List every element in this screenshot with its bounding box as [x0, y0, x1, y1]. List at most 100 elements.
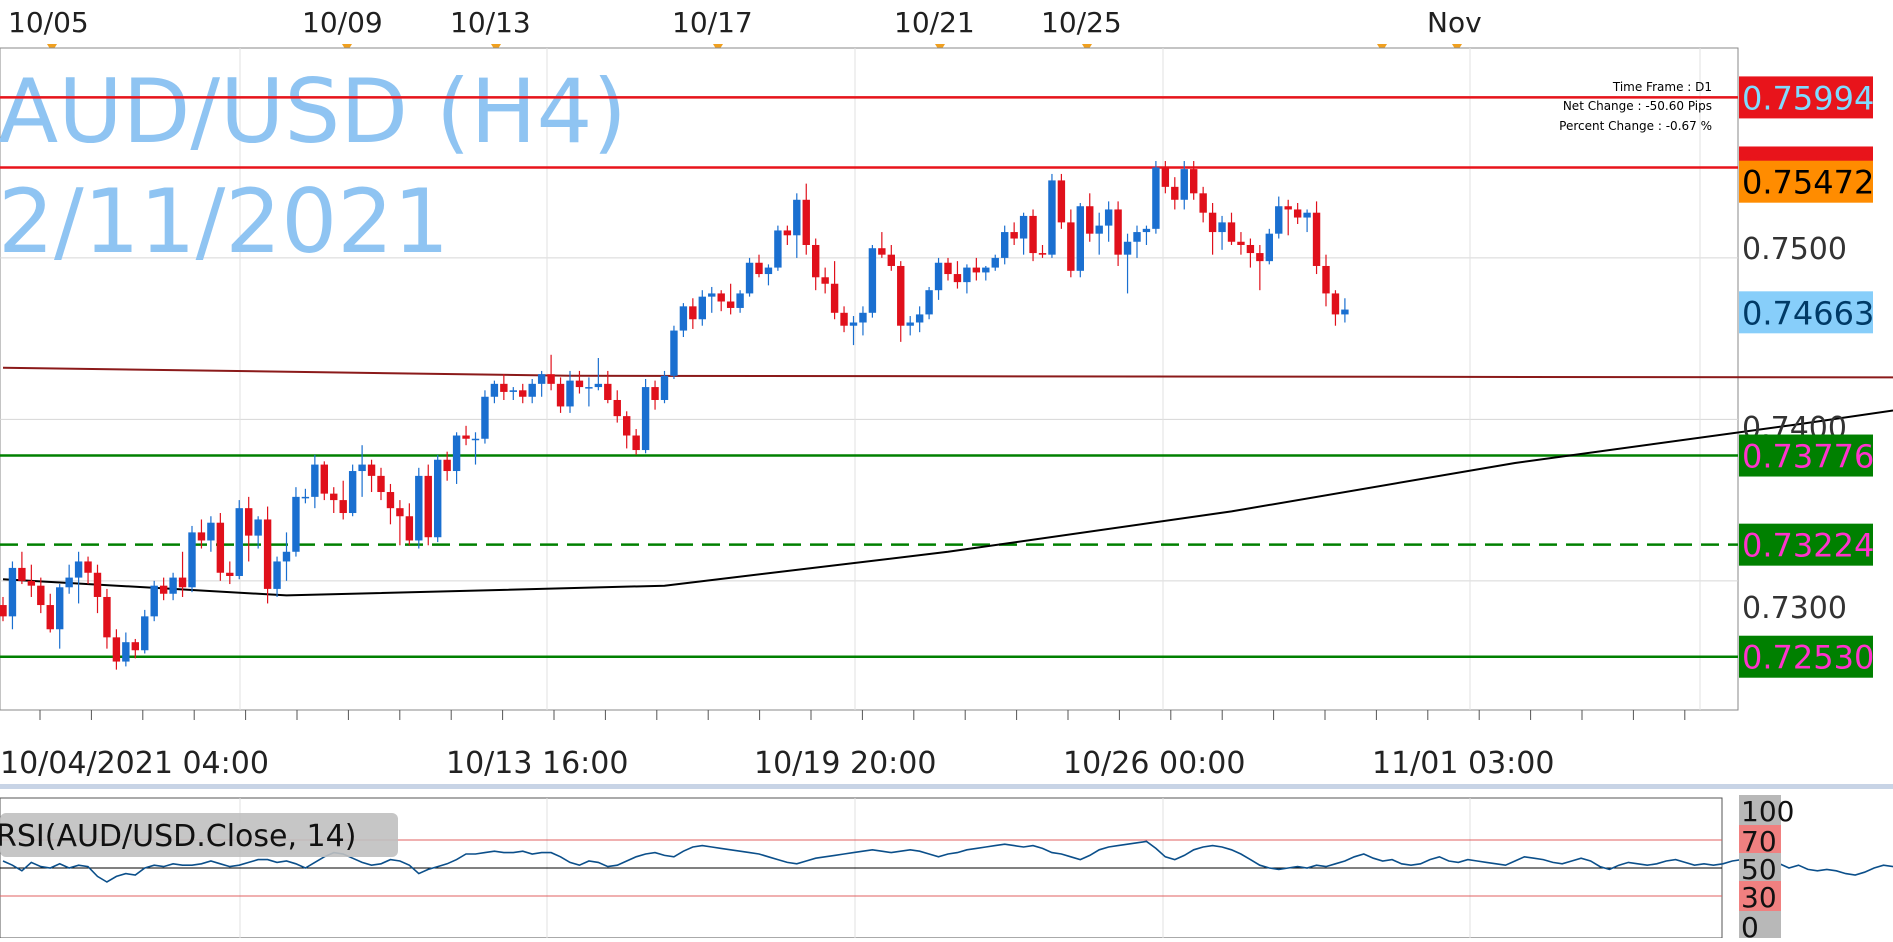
candle [462, 425, 470, 446]
price-tag-label: 0.72530 [1742, 639, 1874, 677]
price-tag-label: 0.74663 [1742, 294, 1874, 332]
candle-body [1076, 206, 1084, 271]
candle-body [396, 508, 404, 517]
candle-body [37, 585, 45, 606]
rsi-axis-tag-label: 70 [1741, 825, 1777, 858]
price-tag-bg [1739, 635, 1873, 678]
moving-averages [2, 366, 1893, 597]
candle [0, 596, 7, 622]
candle [1199, 186, 1207, 223]
candle-body [415, 475, 423, 541]
candle [348, 464, 357, 517]
top-date-label: 10/09 [302, 6, 383, 39]
candle-body [972, 267, 981, 273]
candle [878, 232, 886, 258]
candle-body [594, 383, 603, 388]
candle [1208, 203, 1217, 255]
candle-body [254, 519, 262, 536]
candle [500, 374, 508, 400]
candle [1123, 233, 1132, 294]
candle [566, 370, 574, 413]
candle [689, 298, 697, 329]
candle [405, 503, 414, 546]
candle [1180, 161, 1188, 210]
moving-average-line [2, 409, 1893, 597]
pane-splitter[interactable] [0, 784, 1893, 789]
candle [471, 432, 480, 465]
candle [122, 632, 130, 667]
candle [1237, 232, 1245, 255]
candle [556, 377, 565, 413]
candle-body [27, 580, 36, 586]
candle-body [868, 248, 877, 313]
candle [424, 464, 432, 546]
candle-body [547, 374, 555, 384]
candle [452, 432, 461, 484]
candle [698, 290, 706, 326]
candle [46, 593, 54, 633]
candle [1256, 244, 1264, 291]
candle [434, 454, 442, 543]
candle [982, 265, 990, 281]
candle-body [982, 267, 990, 273]
candle-body [906, 322, 914, 326]
candle-body [141, 616, 149, 651]
candle [604, 370, 612, 404]
candle [934, 257, 943, 300]
rsi-label-box [0, 813, 398, 857]
candle-body [717, 293, 725, 302]
candle-body [311, 464, 319, 497]
candle-body [434, 459, 442, 538]
candle [1057, 173, 1066, 229]
candle [1086, 193, 1094, 242]
candle-body [159, 585, 168, 594]
candle-body [915, 314, 924, 323]
candle [736, 290, 744, 313]
candle-body [292, 496, 300, 552]
candle-body [641, 387, 650, 451]
candle-body [1010, 232, 1018, 239]
rsi-axis-tag-bg [1739, 825, 1781, 855]
candle [594, 358, 603, 391]
candle [481, 390, 489, 444]
time-axis-label: 10/13 16:00 [446, 746, 628, 781]
price-axis: 0.7500 0.7400 0.7300 [1742, 232, 1847, 626]
candle-body [1048, 180, 1056, 255]
candle [613, 390, 621, 423]
candle-body [519, 390, 527, 397]
candle-body [632, 435, 640, 451]
candle [1171, 177, 1179, 210]
price-tag-label: 0.75994 [1742, 79, 1874, 117]
candle [254, 516, 262, 549]
rsi-axis-tag-label: 0 [1741, 911, 1759, 938]
candle-body [273, 561, 281, 589]
candle [367, 459, 376, 493]
candle [301, 488, 310, 504]
candle-body [670, 330, 678, 376]
candle-body [859, 312, 867, 323]
candle [925, 286, 933, 320]
candle [1275, 196, 1283, 239]
candle-body [1067, 222, 1075, 271]
candle-body [925, 290, 933, 315]
candle [1010, 222, 1018, 245]
candle [906, 316, 914, 336]
rsi-axis-tag: 50 [1739, 853, 1781, 886]
candle [178, 551, 187, 597]
rsi-axis-tag-label: 100 [1741, 795, 1794, 828]
candle-body [953, 274, 962, 283]
candle [575, 370, 584, 394]
candle-body [783, 230, 792, 236]
candle [273, 556, 281, 597]
candle [953, 261, 962, 289]
time-axis-label: 10/04/2021 04:00 [0, 746, 269, 781]
main-plot-frame [0, 47, 1739, 711]
info-net-change: Net Change : -50.60 Pips [1563, 99, 1712, 113]
candle [915, 306, 924, 333]
candle-body [585, 387, 593, 389]
price-tag-label: 0.73776 [1742, 438, 1874, 476]
candle [263, 506, 272, 604]
watermark-date: 2/11/2021 [0, 170, 449, 273]
